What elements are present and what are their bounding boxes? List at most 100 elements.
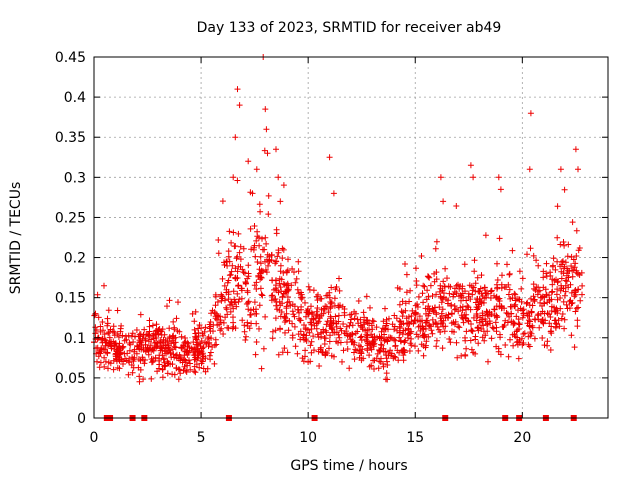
data-point	[305, 310, 312, 317]
data-point	[162, 339, 169, 345]
data-point	[411, 317, 418, 324]
data-point	[246, 325, 253, 332]
data-point	[493, 281, 500, 288]
data-point	[199, 345, 206, 352]
data-point	[371, 333, 378, 340]
data-point	[302, 353, 308, 360]
data-point	[578, 269, 585, 276]
data-point	[234, 268, 241, 275]
data-point	[228, 239, 235, 246]
data-point	[433, 311, 440, 318]
data-point	[232, 274, 239, 281]
data-point	[544, 299, 551, 306]
y-tick-label: 0.1	[64, 331, 86, 347]
data-point	[254, 228, 261, 235]
data-point	[402, 300, 409, 307]
data-point	[248, 320, 255, 327]
data-point	[505, 281, 512, 288]
data-point	[304, 306, 311, 312]
data-point	[573, 305, 580, 312]
data-point	[227, 302, 233, 309]
data-point	[453, 203, 460, 209]
data-point	[200, 344, 207, 351]
data-point	[506, 270, 513, 277]
data-point	[296, 309, 302, 316]
data-point	[251, 299, 258, 306]
data-point	[496, 298, 503, 304]
data-point	[236, 249, 243, 256]
data-point	[532, 287, 539, 294]
data-point	[472, 333, 479, 340]
data-point	[354, 316, 361, 323]
data-point	[289, 320, 296, 327]
data-point	[475, 288, 482, 295]
data-point	[383, 370, 390, 377]
data-point	[233, 255, 240, 262]
data-point	[366, 352, 373, 359]
data-point	[562, 288, 569, 295]
data-point	[360, 355, 367, 362]
data-point	[577, 297, 584, 304]
data-point	[136, 378, 143, 385]
data-point	[357, 334, 364, 341]
data-point	[539, 293, 546, 300]
data-point	[106, 334, 113, 341]
data-point	[335, 312, 342, 319]
data-point	[402, 307, 409, 314]
data-point	[105, 359, 112, 366]
data-point	[445, 315, 452, 321]
data-point	[208, 335, 215, 342]
data-point	[568, 332, 575, 339]
data-point	[439, 345, 446, 352]
data-point	[276, 298, 283, 305]
data-point	[223, 286, 230, 293]
data-point	[569, 219, 576, 226]
data-point	[549, 281, 556, 288]
data-point	[192, 330, 199, 337]
data-point	[405, 313, 412, 320]
x-tick-label: 15	[406, 430, 424, 446]
data-point	[286, 318, 293, 324]
data-point	[146, 317, 153, 324]
data-point	[363, 331, 370, 338]
data-point	[326, 338, 333, 345]
data-point	[148, 347, 155, 354]
data-point	[358, 323, 365, 330]
data-point	[579, 282, 586, 289]
data-point	[543, 292, 550, 299]
data-point	[465, 293, 472, 300]
data-point	[527, 110, 534, 117]
data-point	[136, 346, 143, 353]
data-point	[273, 302, 280, 309]
data-point	[511, 331, 518, 338]
data-point	[564, 305, 571, 312]
data-point	[262, 234, 269, 241]
data-point	[275, 249, 282, 256]
data-point	[105, 307, 112, 314]
data-point	[237, 263, 244, 270]
data-point	[194, 346, 200, 353]
data-point	[509, 247, 516, 254]
data-point	[425, 273, 432, 280]
data-point	[92, 330, 99, 337]
data-point	[341, 309, 348, 316]
data-point	[352, 346, 359, 353]
data-point	[442, 265, 449, 272]
data-point	[316, 363, 323, 369]
data-point	[451, 329, 457, 335]
data-point	[280, 182, 287, 189]
x-axis: 0 5 10 15 20	[90, 57, 531, 446]
data-point	[226, 272, 233, 279]
data-point	[403, 289, 410, 296]
data-point	[279, 349, 286, 356]
data-point	[191, 368, 198, 375]
data-point	[181, 363, 188, 370]
data-point	[516, 268, 523, 275]
data-point	[111, 329, 118, 336]
data-point	[171, 354, 178, 361]
data-point	[344, 346, 351, 352]
data-point	[570, 256, 577, 263]
data-point	[141, 360, 148, 367]
data-point	[230, 314, 236, 321]
data-point	[292, 343, 299, 350]
